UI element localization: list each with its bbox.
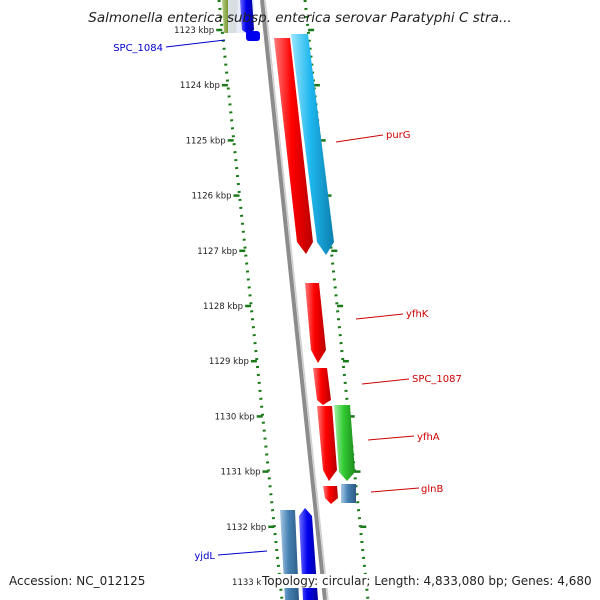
kbp-tick-label: 1126 kbp xyxy=(191,192,231,202)
accession-text: Accession: NC_012125 xyxy=(9,574,146,588)
kbp-tick-label: 1133 kbp xyxy=(232,578,272,588)
label-line-spc1087 xyxy=(361,378,410,385)
topology-text: Topology: circular; Length: 4,833,080 bp… xyxy=(262,574,592,588)
gene-yfhk xyxy=(305,283,326,363)
gene-label-yjdl[interactable]: yjdL xyxy=(194,551,215,562)
kbp-tick-label: 1123 kbp xyxy=(174,26,214,36)
gene-label-purg[interactable]: purG xyxy=(386,130,411,141)
label-line-glnb xyxy=(370,487,420,493)
gene-spc1084 xyxy=(240,0,254,34)
gene-spc1084-tail xyxy=(246,31,260,41)
label-line-spc1084 xyxy=(165,39,226,48)
kbp-tick-label: 1131 kbp xyxy=(220,468,260,478)
kbp-tick-label: 1125 kbp xyxy=(186,136,226,146)
gene-label-spc1084[interactable]: SPC_1084 xyxy=(113,43,163,54)
gene-purg-red xyxy=(274,38,313,254)
genome-title: Salmonella enterica subsp. enterica sero… xyxy=(88,10,512,26)
gene-label-yfhk[interactable]: yfhK xyxy=(406,309,429,320)
kbp-tick-label: 1124 kbp xyxy=(180,81,220,91)
kbp-tick-label: 1129 kbp xyxy=(209,357,249,367)
kbp-tick-label: 1127 kbp xyxy=(197,247,237,257)
gene-glnb-red xyxy=(323,486,338,504)
genome-backbone xyxy=(260,0,327,600)
label-line-yfha xyxy=(367,435,415,441)
label-line-purg xyxy=(335,134,384,143)
label-line-yfhk xyxy=(355,313,404,320)
gene-yfha-green xyxy=(334,405,355,481)
gene-yfha-red xyxy=(317,406,337,481)
label-line-yjdl xyxy=(217,550,268,556)
gene-spc1087 xyxy=(313,368,331,405)
gene-purg-cyan xyxy=(291,34,334,255)
tick-labels: 1123 kbp 1124 kbp 1125 kbp 1126 kbp 1127 kbp… xyxy=(174,26,272,588)
gene-label-yfha[interactable]: yfhA xyxy=(417,432,440,443)
genome-backbone-highlight xyxy=(264,0,329,600)
gene-glnb-steel xyxy=(341,484,356,503)
kbp-tick-label: 1128 kbp xyxy=(203,302,243,312)
kbp-tick-label: 1130 kbp xyxy=(215,412,255,422)
gene-label-glnb[interactable]: glnB xyxy=(421,484,443,495)
gene-label-spc1087[interactable]: SPC_1087 xyxy=(412,374,462,385)
kbp-tick-label: 1132 kbp xyxy=(226,523,266,533)
